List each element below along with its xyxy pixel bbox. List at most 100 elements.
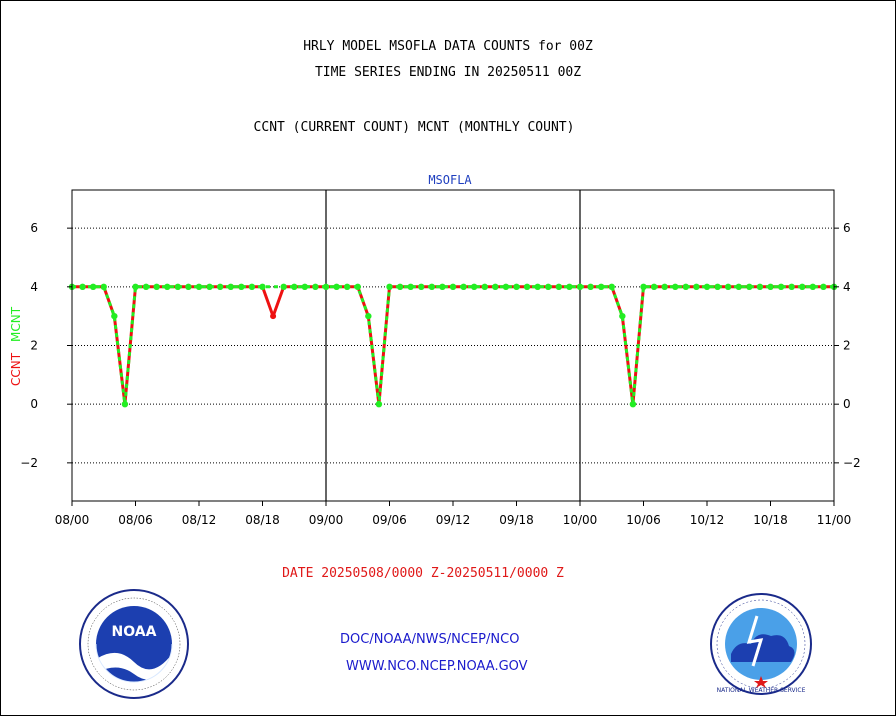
data-point-mcnt [460, 283, 467, 291]
y-tick-label-left: 2 [30, 339, 38, 353]
data-point-mcnt [174, 283, 182, 291]
series-layer [68, 283, 838, 408]
data-point-mcnt [396, 283, 404, 291]
data-point-mcnt [534, 283, 541, 291]
data-point-mcnt [418, 283, 425, 291]
data-point-mcnt [301, 283, 309, 291]
y-tick-label-left: 0 [30, 397, 38, 411]
x-tick-label: 08/00 [55, 513, 90, 527]
x-tick-label: 11/00 [817, 513, 852, 527]
data-point-mcnt [428, 283, 436, 291]
data-point-mcnt [343, 283, 351, 291]
data-point-mcnt [608, 283, 615, 291]
data-point-mcnt [693, 283, 700, 291]
x-tick-label: 10/00 [563, 513, 598, 527]
chart-title: HRLY MODEL MSOFLA DATA COUNTS for 00Z [303, 39, 593, 54]
grid-layer [72, 190, 834, 501]
data-point-mcnt [672, 283, 679, 291]
data-point-mcnt [735, 283, 742, 291]
data-point-mcnt [767, 283, 774, 291]
x-tick-label: 09/06 [372, 513, 407, 527]
nws-logo: NATIONAL WEATHER SERVICE [710, 593, 812, 695]
data-point-mcnt [79, 283, 86, 291]
noaa-logo: NOAA [79, 589, 189, 699]
data-point-mcnt [576, 283, 584, 291]
data-point-mcnt [111, 312, 118, 320]
data-point-mcnt [746, 283, 753, 291]
data-point-mcnt [312, 283, 319, 291]
y-axis-label-mcnt: MCNT [9, 306, 23, 342]
data-point-mcnt [164, 283, 171, 291]
data-point-mcnt [513, 283, 520, 291]
data-point-mcnt [523, 283, 531, 291]
data-point-mcnt [227, 283, 234, 291]
data-point-mcnt [354, 283, 361, 291]
y-tick-label-right: 4 [843, 280, 851, 294]
y-tick-label-right: 2 [843, 339, 851, 353]
data-point-mcnt [629, 400, 637, 408]
data-point-mcnt [280, 283, 287, 291]
data-point-mcnt [195, 283, 203, 291]
data-point-mcnt [650, 283, 658, 291]
nws-logo-text: NATIONAL WEATHER SERVICE [717, 687, 806, 694]
data-point-mcnt [777, 283, 785, 291]
data-point-mcnt [248, 283, 256, 291]
data-point-mcnt [365, 312, 372, 320]
data-point-mcnt [153, 283, 160, 291]
data-point-mcnt [121, 400, 129, 408]
doc-noaa-link[interactable]: DOC/NOAA/NWS/NCEP/NCO [340, 632, 520, 647]
data-point-mcnt [259, 283, 266, 291]
data-point-mcnt [545, 283, 552, 291]
data-point-mcnt [333, 283, 340, 291]
data-point-ccnt [270, 313, 277, 320]
data-point-mcnt [89, 283, 97, 291]
x-tick-label: 10/18 [753, 513, 788, 527]
data-point-mcnt [185, 283, 192, 291]
nco-website-link[interactable]: WWW.NCO.NCEP.NOAA.GOV [346, 659, 528, 674]
data-point-mcnt [132, 283, 139, 291]
data-point-mcnt [142, 283, 150, 291]
plot-area-border [71, 189, 835, 502]
y-axis-label: CCNT MCNT [9, 306, 23, 386]
x-tick-label: 08/18 [245, 513, 280, 527]
data-point-mcnt [809, 283, 817, 291]
data-point-mcnt [481, 283, 488, 291]
data-point-mcnt [724, 283, 732, 291]
data-point-mcnt [682, 283, 690, 291]
data-point-mcnt [502, 283, 510, 291]
chart-subtitle: TIME SERIES ENDING IN 20250511 00Z [314, 65, 582, 80]
data-point-mcnt [587, 283, 594, 291]
data-point-mcnt [206, 283, 213, 291]
y-tick-label-left: −2 [20, 456, 38, 470]
data-point-mcnt [661, 283, 668, 291]
data-point-mcnt [640, 283, 647, 291]
x-tick-label: 09/18 [499, 513, 534, 527]
panel-label: MSOFLA [428, 173, 472, 187]
data-point-mcnt [555, 283, 563, 291]
data-point-mcnt [375, 400, 383, 408]
data-point-mcnt [820, 283, 827, 291]
chart-legend-description: CCNT (CURRENT COUNT) MCNT (MONTHLY COUNT… [253, 120, 575, 135]
data-point-mcnt [492, 283, 499, 291]
chart-plot: 6 6 4 4 2 2 0 0 −2 −2 08/00 08/06 08/12 08/18 09/00 09/… [20, 189, 861, 527]
tick-layer: 6 6 4 4 2 2 0 0 −2 −2 08/00 08/06 08/12 08/18 09/00 09/… [20, 221, 860, 527]
x-tick-label: 08/12 [182, 513, 217, 527]
data-point-mcnt [238, 283, 245, 291]
data-point-mcnt [291, 283, 298, 291]
data-point-mcnt [799, 283, 806, 291]
x-tick-label: 09/00 [309, 513, 344, 527]
date-range: DATE 20250508/0000 Z-20250511/0000 Z [282, 566, 564, 581]
data-point-mcnt [597, 283, 605, 291]
data-point-mcnt [703, 283, 711, 291]
x-tick-label: 08/06 [118, 513, 153, 527]
data-point-mcnt [439, 283, 446, 291]
data-point-mcnt [449, 283, 457, 291]
data-point-mcnt [566, 283, 573, 291]
data-point-mcnt [788, 283, 795, 291]
data-point-mcnt [216, 283, 224, 291]
y-tick-label-left: 6 [30, 221, 38, 235]
y-tick-label-right: 6 [843, 221, 851, 235]
y-tick-label-left: 4 [30, 280, 38, 294]
data-point-mcnt [756, 283, 764, 291]
data-point-mcnt [386, 283, 393, 291]
